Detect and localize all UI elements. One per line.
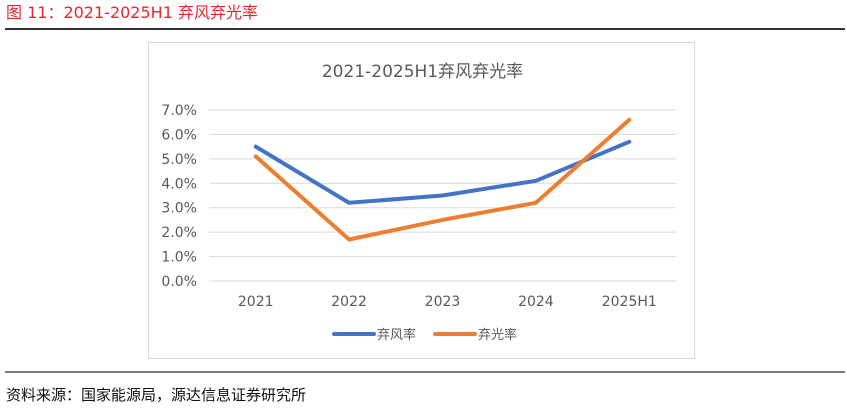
top-divider: [5, 28, 845, 30]
source-note: 资料来源：国家能源局，源达信息证券研究所: [6, 386, 307, 404]
series-line: [253, 117, 632, 242]
line-chart: 2021-2025H1弃风弃光率 0.0% 1.0% 2.0% 3.0% 4.0% 5.0%…: [161, 62, 676, 343]
legend-label: 弃光率: [478, 327, 517, 343]
x-tick-label: 2023: [425, 294, 461, 310]
x-tick-label: 2022: [331, 294, 367, 310]
y-tick-label: 2.0%: [161, 225, 197, 241]
y-tick-label: 4.0%: [161, 176, 197, 192]
chart-title: 2021-2025H1弃风弃光率: [322, 62, 523, 82]
legend-label: 弃风率: [377, 327, 416, 343]
y-tick-label: 0.0%: [161, 274, 197, 290]
x-tick-label: 2025H1: [602, 294, 657, 310]
y-tick-label: 5.0%: [161, 152, 197, 168]
y-tick-label: 1.0%: [161, 250, 197, 266]
chart-container: 2021-2025H1弃风弃光率 0.0% 1.0% 2.0% 3.0% 4.0% 5.0%…: [148, 42, 695, 359]
series-line: [253, 139, 632, 205]
x-tick-label: 2024: [518, 294, 554, 310]
x-tick-label: 2021: [238, 294, 274, 310]
figure-title: 图 11：2021-2025H1 弃风弃光率: [6, 3, 258, 22]
y-tick-label: 7.0%: [161, 103, 197, 119]
bottom-divider: [5, 371, 845, 373]
y-tick-label: 3.0%: [161, 201, 197, 217]
y-tick-label: 6.0%: [161, 127, 197, 143]
